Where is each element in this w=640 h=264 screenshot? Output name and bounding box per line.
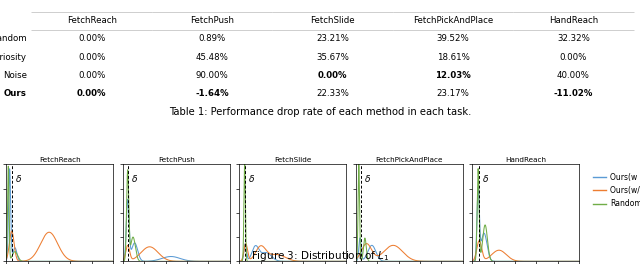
Text: Table 1: Performance drop rate of each method in each task.: Table 1: Performance drop rate of each m… — [169, 107, 471, 117]
Text: Figure 3: Distribution of $L_1$: Figure 3: Distribution of $L_1$ — [251, 249, 389, 263]
Title: FetchPickAndPlace: FetchPickAndPlace — [376, 157, 443, 163]
Text: $\delta$: $\delta$ — [364, 173, 371, 184]
Title: HandReach: HandReach — [505, 157, 546, 163]
Text: $\delta$: $\delta$ — [248, 173, 255, 184]
Text: $\delta$: $\delta$ — [15, 173, 22, 184]
Text: $\delta$: $\delta$ — [131, 173, 138, 184]
Text: $\delta$: $\delta$ — [482, 173, 489, 184]
Title: FetchSlide: FetchSlide — [274, 157, 312, 163]
Title: FetchPush: FetchPush — [158, 157, 195, 163]
Legend: Ours(w stab), Ours(w/o stab), Random: Ours(w stab), Ours(w/o stab), Random — [593, 173, 640, 208]
Title: FetchReach: FetchReach — [39, 157, 81, 163]
